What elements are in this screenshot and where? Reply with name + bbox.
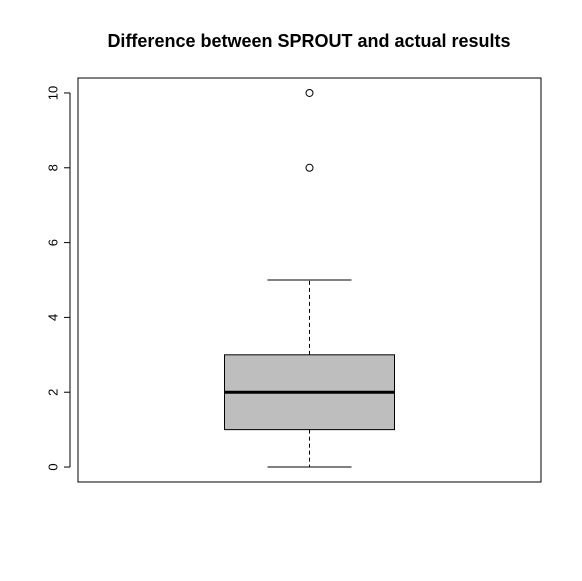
y-tick-label: 8 [45, 164, 60, 171]
outlier-point [305, 163, 314, 172]
y-tick-label: 4 [45, 314, 60, 321]
y-axis: 0 2 4 6 8 10 [45, 86, 71, 471]
outlier-point [305, 88, 314, 97]
y-tick-label: 6 [45, 239, 60, 246]
y-tick-label: 10 [45, 86, 60, 100]
y-tick-label: 2 [45, 389, 60, 396]
plot-frame [77, 77, 542, 483]
chart-title: Difference between SPROUT and actual res… [107, 31, 510, 51]
boxplot [224, 88, 395, 468]
y-tick-label: 0 [45, 463, 60, 470]
